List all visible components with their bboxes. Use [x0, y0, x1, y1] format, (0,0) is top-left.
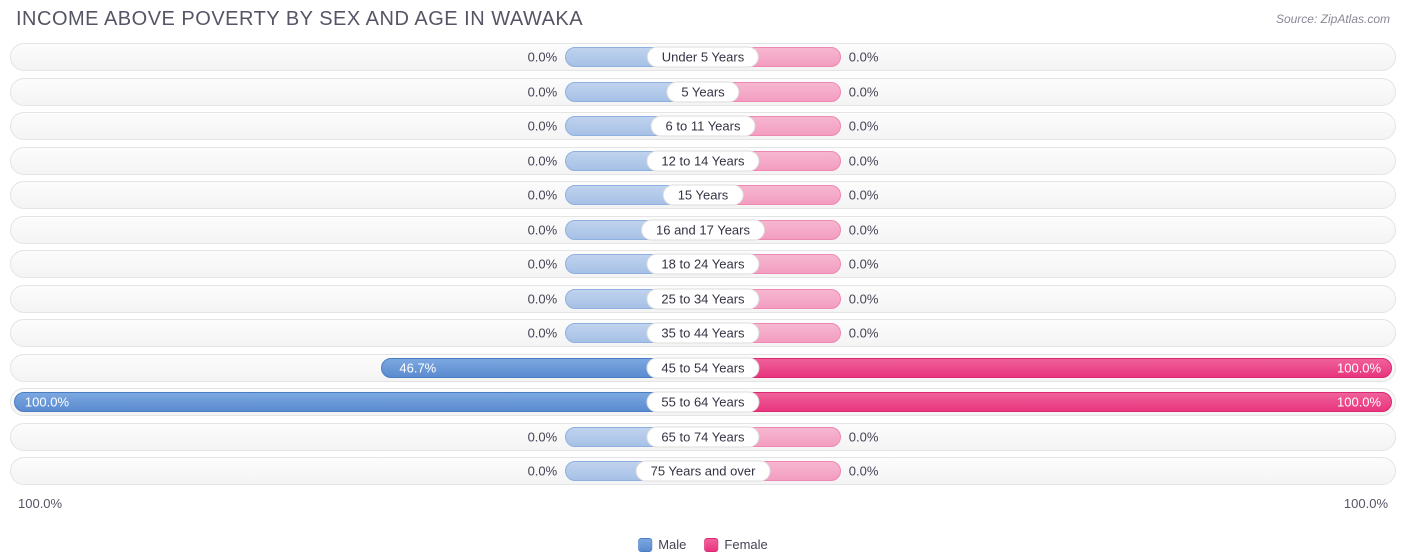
chart-row: 0.0% 0.0% 16 and 17 Years [10, 216, 1396, 244]
chart-row: 0.0% 0.0% 12 to 14 Years [10, 147, 1396, 175]
legend-item-male: Male [638, 537, 686, 552]
male-value-label: 0.0% [528, 119, 558, 134]
female-value-label: 0.0% [849, 257, 879, 272]
chart-area: 0.0%0.0%Under 5 Years0.0%0.0%5 Years0.0%… [0, 43, 1406, 485]
female-swatch-icon [704, 538, 718, 552]
female-bar [703, 358, 1392, 378]
category-label: 5 Years [666, 81, 739, 102]
chart-row: 0.0% 0.0% 5 Years [10, 78, 1396, 106]
male-value-label: 0.0% [528, 222, 558, 237]
legend: Male Female [638, 537, 768, 552]
chart-row: 0.0% 0.0% 65 to 74 Years [10, 423, 1396, 451]
female-value-label: 0.0% [849, 119, 879, 134]
male-value-label: 46.7% [399, 360, 436, 375]
category-label: 45 to 54 Years [646, 357, 759, 378]
male-value-label: 0.0% [528, 429, 558, 444]
male-value-label: 0.0% [528, 84, 558, 99]
male-value-label: 0.0% [528, 50, 558, 65]
male-value-label: 0.0% [528, 188, 558, 203]
category-label: 65 to 74 Years [646, 426, 759, 447]
legend-male-label: Male [658, 537, 686, 552]
female-value-label: 0.0% [849, 153, 879, 168]
category-label: 12 to 14 Years [646, 150, 759, 171]
female-value-label: 0.0% [849, 326, 879, 341]
category-label: 25 to 34 Years [646, 288, 759, 309]
male-value-label: 100.0% [25, 395, 69, 410]
male-swatch-icon [638, 538, 652, 552]
female-value-label: 0.0% [849, 50, 879, 65]
chart-row: 0.0% 0.0% 15 Years [10, 181, 1396, 209]
female-value-label: 0.0% [849, 84, 879, 99]
category-label: 6 to 11 Years [651, 116, 756, 137]
legend-item-female: Female [704, 537, 767, 552]
chart-title: INCOME ABOVE POVERTY BY SEX AND AGE IN W… [16, 8, 583, 31]
chart-row: 0.0% 0.0% 75 Years and over [10, 457, 1396, 485]
category-label: 75 Years and over [636, 461, 771, 482]
chart-row: 0.0% 0.0% 25 to 34 Years [10, 285, 1396, 313]
chart-row: 0.0% 0.0% 18 to 24 Years [10, 250, 1396, 278]
chart-row: 100.0% 100.0% 55 to 64 Years [10, 388, 1396, 416]
axis-left-label: 100.0% [18, 496, 62, 511]
male-value-label: 0.0% [528, 291, 558, 306]
axis-row: 100.0% 100.0% [0, 492, 1406, 511]
chart-row: 46.7% 100.0% 45 to 54 Years [10, 354, 1396, 382]
male-bar [14, 392, 703, 412]
female-value-label: 0.0% [849, 429, 879, 444]
chart-row: 0.0% 0.0% Under 5 Years [10, 43, 1396, 71]
axis-right-label: 100.0% [1344, 496, 1388, 511]
female-value-label: 0.0% [849, 464, 879, 479]
category-label: 16 and 17 Years [641, 219, 765, 240]
female-value-label: 100.0% [1337, 360, 1381, 375]
legend-female-label: Female [724, 537, 767, 552]
chart-header: INCOME ABOVE POVERTY BY SEX AND AGE IN W… [0, 0, 1406, 43]
category-label: 18 to 24 Years [646, 254, 759, 275]
category-label: 35 to 44 Years [646, 323, 759, 344]
male-value-label: 0.0% [528, 326, 558, 341]
male-value-label: 0.0% [528, 464, 558, 479]
category-label: Under 5 Years [647, 47, 759, 68]
female-value-label: 100.0% [1337, 395, 1381, 410]
female-value-label: 0.0% [849, 291, 879, 306]
female-value-label: 0.0% [849, 222, 879, 237]
female-bar [703, 392, 1392, 412]
category-label: 55 to 64 Years [646, 392, 759, 413]
chart-row: 0.0% 0.0% 35 to 44 Years [10, 319, 1396, 347]
male-value-label: 0.0% [528, 257, 558, 272]
female-value-label: 0.0% [849, 188, 879, 203]
chart-row: 0.0% 0.0% 6 to 11 Years [10, 112, 1396, 140]
male-value-label: 0.0% [528, 153, 558, 168]
category-label: 15 Years [663, 185, 744, 206]
chart-source: Source: ZipAtlas.com [1276, 12, 1390, 26]
